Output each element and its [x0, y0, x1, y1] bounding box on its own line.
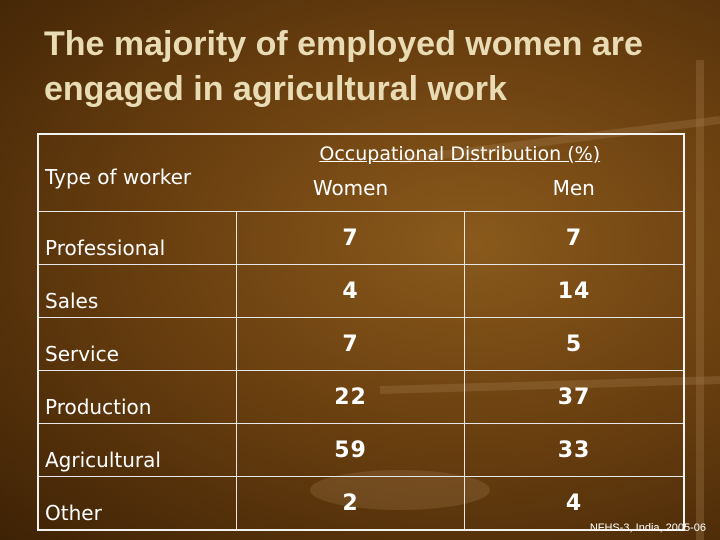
value-cell: 7: [236, 317, 465, 371]
row-label: Production: [38, 370, 237, 424]
source-note: NFHS-3, India, 2005-06: [589, 522, 706, 534]
table-body: Occupational Distribution (%) Type of wo…: [38, 134, 684, 530]
row-label: Sales: [38, 264, 237, 318]
value-cell: 4: [464, 476, 684, 530]
row-label: Other: [38, 476, 237, 530]
data-table: Occupational Distribution (%) Type of wo…: [37, 133, 685, 531]
slide-title: The majority of employed women are engag…: [44, 25, 643, 108]
column-header: Women: [312, 176, 389, 200]
table-row: Production 22 37: [38, 370, 684, 424]
value-cell: 4: [236, 264, 465, 318]
column-header: Type of worker: [45, 165, 192, 189]
table-row: Agricultural 59 33: [38, 423, 684, 477]
value-cell: 59: [236, 423, 465, 477]
value-cell: 33: [464, 423, 684, 477]
value-cell: 5: [464, 317, 684, 371]
value-cell: 2: [236, 476, 465, 530]
value-cell: 14: [464, 264, 684, 318]
header-row: Type of worker Women Men: [38, 165, 684, 212]
value-cell: 7: [236, 211, 465, 265]
table-row: Service 7 5: [38, 317, 684, 371]
group-header-row: Occupational Distribution (%): [38, 134, 684, 165]
table-row: Other 2 4: [38, 476, 684, 530]
value-cell: 37: [464, 370, 684, 424]
value-cell: 7: [464, 211, 684, 265]
value-cell: 22: [236, 370, 465, 424]
row-label: Agricultural: [38, 423, 237, 477]
row-label: Service: [38, 317, 237, 371]
row-label: Professional: [38, 211, 237, 265]
column-header: Men: [552, 176, 595, 200]
group-header: Occupational Distribution (%): [319, 143, 601, 165]
empty-cell: [38, 134, 237, 165]
table-row: Sales 4 14: [38, 264, 684, 318]
table-row: Professional 7 7: [38, 211, 684, 265]
